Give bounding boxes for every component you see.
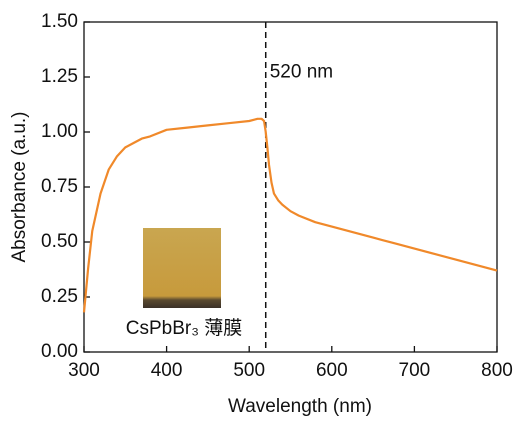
data-line: [82, 117, 498, 313]
y-tick-label: 1.00: [41, 121, 78, 142]
y-tick-label: 0.75: [41, 176, 78, 197]
x-tick-label: 400: [151, 360, 183, 381]
y-tick-label: 0.25: [41, 286, 78, 307]
x-tick-label: 700: [399, 360, 431, 381]
y-tick-label: 0.50: [41, 231, 78, 252]
annotation: 520 nm: [270, 62, 333, 83]
x-tick-label: 300: [68, 360, 100, 381]
x-tick-label: 600: [316, 360, 348, 381]
x-tick-label: 500: [233, 360, 265, 381]
x-axis-label: Wavelength (nm): [228, 396, 372, 417]
y-tick-label: 0.00: [41, 341, 78, 362]
inset-photo: [143, 228, 221, 308]
y-tick-label: 1.50: [41, 11, 78, 32]
x-tick-label: 800: [481, 360, 513, 381]
y-tick-label: 1.25: [41, 66, 78, 87]
inset-label: CsPbBr₃ 薄膜: [126, 317, 242, 339]
y-axis-label: Absorbance (a.u.): [9, 111, 30, 262]
